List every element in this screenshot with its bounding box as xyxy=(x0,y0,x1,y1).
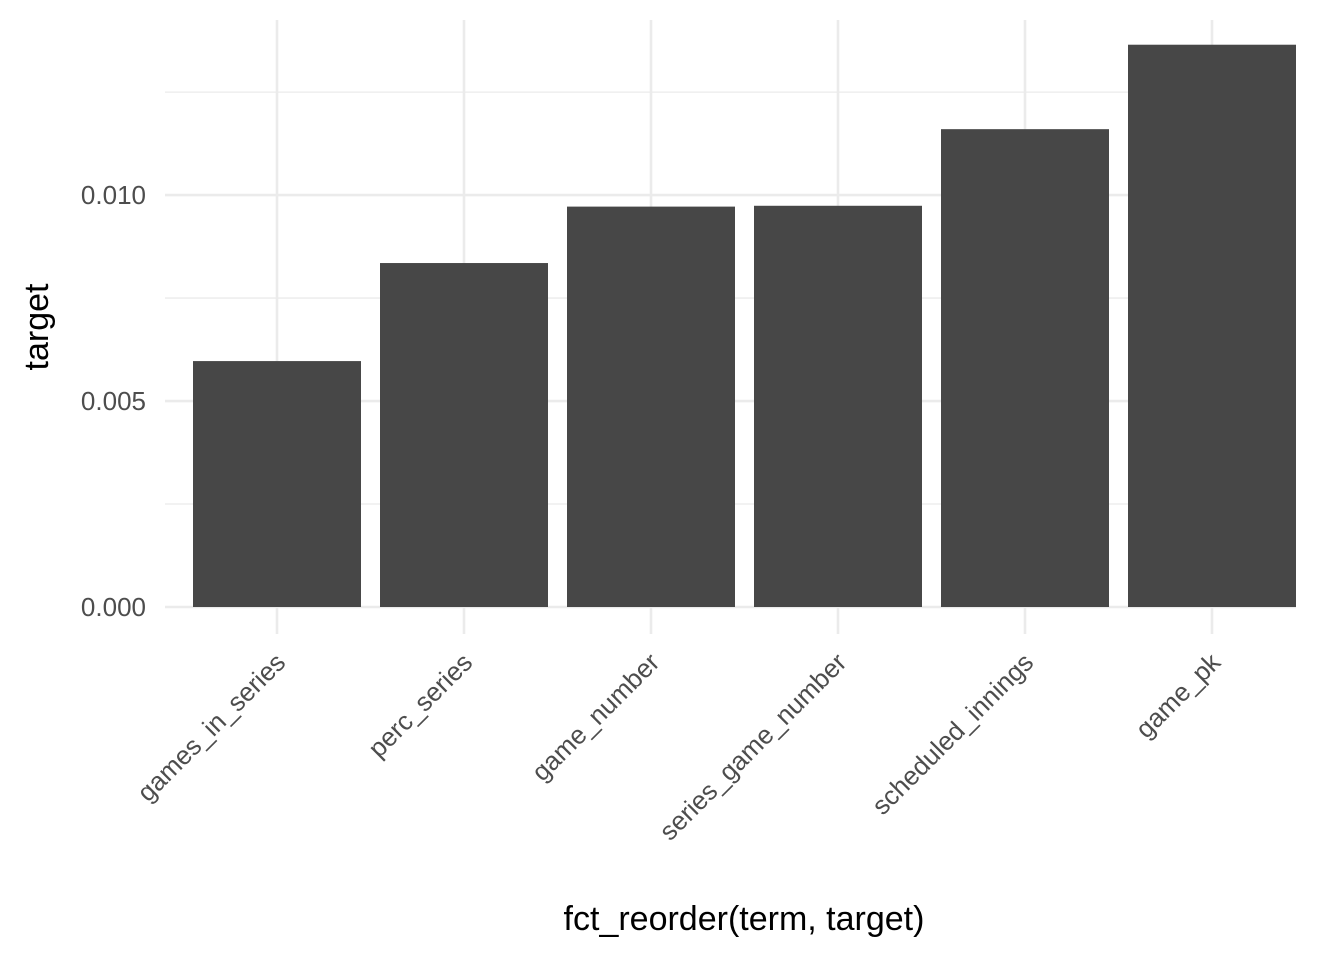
y-axis-title: target xyxy=(18,283,56,370)
x-axis-title: fct_reorder(term, target) xyxy=(564,900,925,938)
bar xyxy=(941,129,1109,607)
bars xyxy=(193,44,1296,608)
y-tick-label: 0.005 xyxy=(81,386,146,416)
bar xyxy=(380,263,548,607)
x-tick-label: scheduled_innings xyxy=(866,647,1040,821)
x-tick-label: game_pk xyxy=(1129,646,1227,744)
bar xyxy=(1128,44,1296,607)
x-tick-label: series_game_number xyxy=(653,647,852,846)
y-tick-label: 0.000 xyxy=(81,592,146,622)
x-tick-labels: games_in_series perc_series game_numberser… xyxy=(131,646,1227,846)
y-tick-label: 0.010 xyxy=(81,180,146,210)
y-tick-labels: 0.000 0.005 0.010 xyxy=(81,180,146,622)
bar xyxy=(567,206,735,607)
x-tick-label: game_number xyxy=(525,647,665,787)
x-tick-label: games_in_series xyxy=(131,647,291,807)
bar xyxy=(193,361,361,607)
bar xyxy=(754,205,922,608)
x-tick-label: perc_series xyxy=(362,647,478,763)
